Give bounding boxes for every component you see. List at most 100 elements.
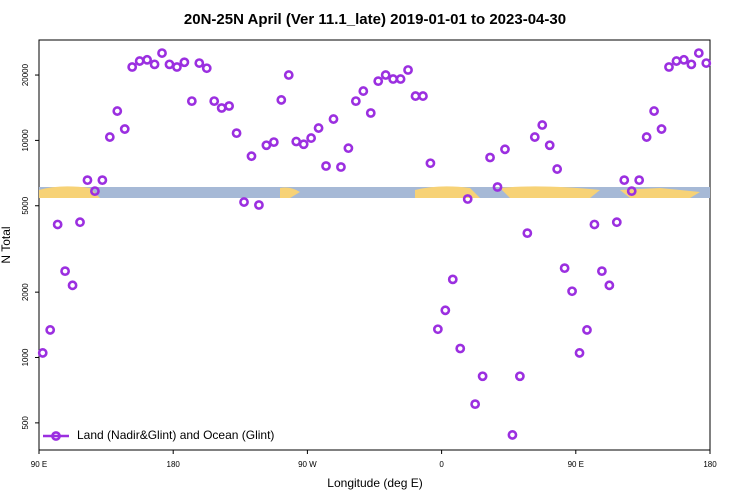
point [298,139,309,150]
point [485,152,495,163]
legend-marker [51,431,61,441]
point [313,123,324,133]
point [179,57,190,68]
point [641,132,652,142]
point [67,280,78,291]
point [432,324,443,335]
point [596,266,607,277]
point [567,286,577,297]
y-tick-label: 2000 [21,283,30,301]
point [656,124,667,134]
point [328,114,339,124]
point [246,151,257,162]
point [403,65,413,75]
point [52,219,63,230]
y-tick-label: 500 [21,416,30,430]
point [112,106,123,116]
point [537,120,548,130]
point [447,274,458,285]
point [679,54,689,65]
point [477,371,488,382]
point [194,58,205,68]
point [336,162,346,172]
point [201,63,212,74]
point [119,124,130,134]
point [45,325,56,335]
point [425,158,436,169]
point [291,136,302,147]
point [164,59,175,70]
point [75,217,85,228]
point [634,175,645,186]
point [514,371,525,382]
point [186,96,197,106]
point [37,348,48,358]
point [559,263,570,274]
point [388,74,399,84]
point [216,103,227,113]
point [410,91,421,101]
point [231,128,242,139]
map-strip [39,186,710,198]
y-tick-label: 10000 [21,129,30,152]
x-tick-label: 180 [703,460,717,469]
legend-label: Land (Nadir&Glint) and Ocean (Glint) [77,428,274,442]
point [693,48,704,58]
x-tick-label: 180 [167,460,181,469]
point [470,399,481,410]
x-axis-label: Longitude (deg E) [327,476,422,490]
point [104,132,115,142]
point [418,91,428,101]
point [306,133,317,143]
point [611,217,622,228]
point [701,58,712,68]
point [552,164,563,174]
plot-frame [38,39,711,451]
point [134,56,145,66]
point [671,56,682,66]
point [522,228,533,239]
x-tick-label: 0 [439,460,444,469]
point [686,59,697,70]
point [462,194,473,204]
x-tick-label: 90 W [298,460,317,469]
point [224,101,235,111]
point [254,200,264,210]
point [529,132,540,142]
point [149,59,160,70]
x-tick-label: 90 E [568,460,584,469]
point [365,108,376,118]
chart-title: 20N-25N April (Ver 11.1_late) 2019-01-01… [184,11,566,28]
point [209,96,220,106]
point [544,140,555,151]
point [604,280,615,291]
point [358,86,369,96]
point [619,175,630,186]
point [90,186,100,197]
point [589,219,600,230]
point [82,175,93,186]
point [649,106,659,116]
point [127,62,138,72]
y-tick-label: 1000 [21,348,30,366]
y-tick-label: 5000 [21,196,30,214]
point [261,140,272,151]
point [60,266,70,277]
y-tick-label: 20000 [21,63,30,86]
point [440,305,451,316]
point [350,96,361,106]
point [664,62,674,72]
point [343,143,354,154]
point [574,348,585,358]
point [380,70,391,80]
point [582,325,592,335]
x-tick-label: 90 E [31,460,47,469]
point [97,175,108,186]
point [321,161,331,171]
point [142,54,153,65]
point [172,62,182,72]
point [455,343,466,354]
point [276,95,287,105]
point [373,76,384,87]
